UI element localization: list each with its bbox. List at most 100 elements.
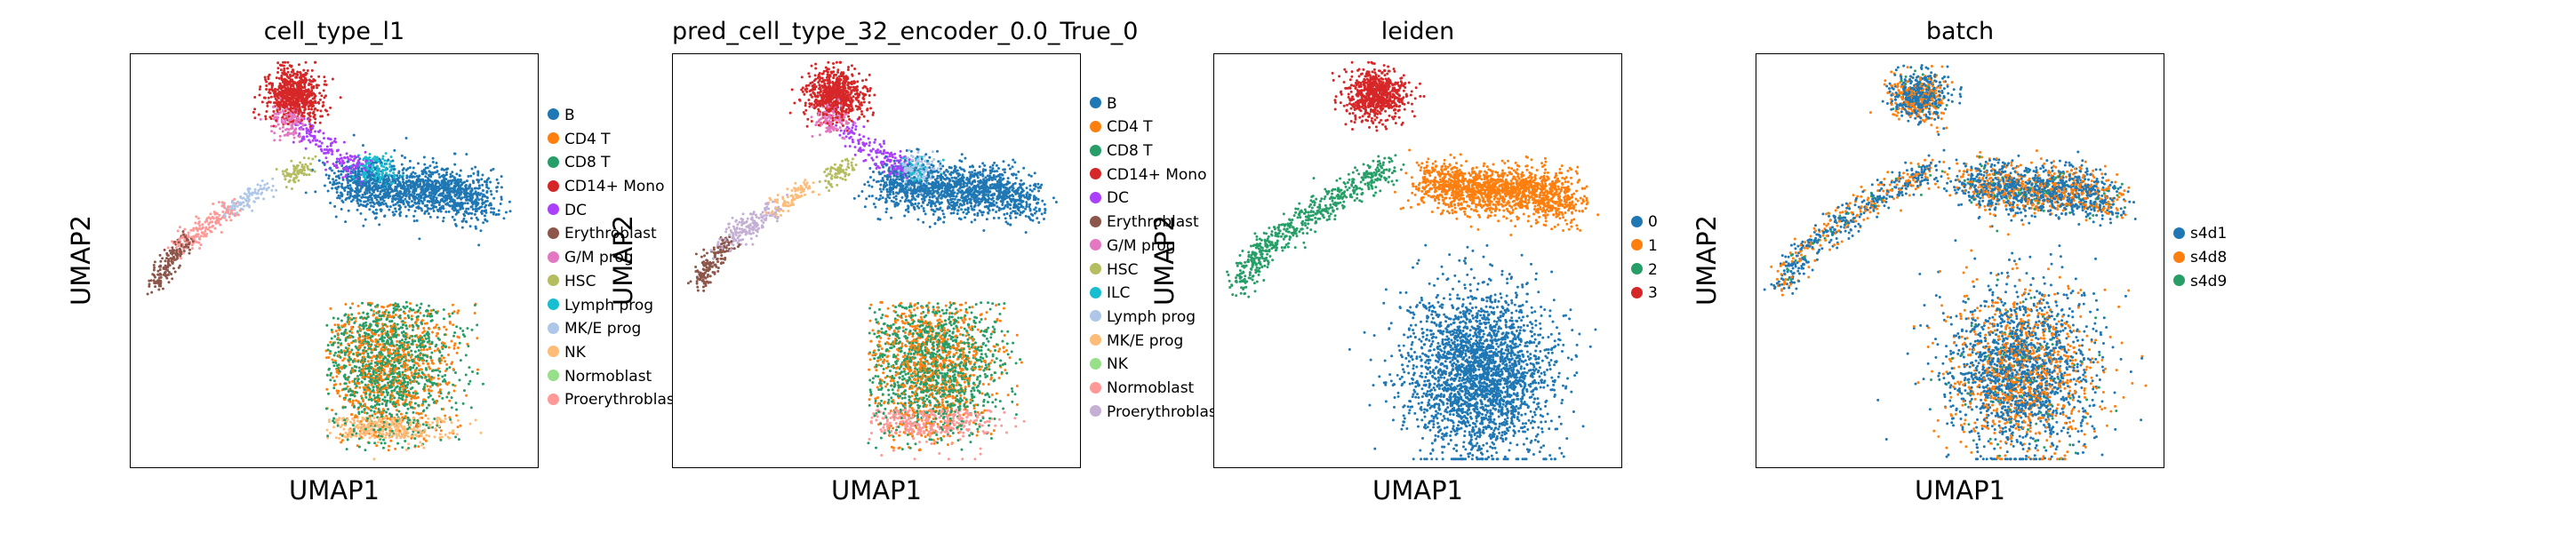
scatter-point	[420, 403, 424, 407]
scatter-point	[232, 202, 236, 205]
scatter-point	[287, 118, 291, 122]
scatter-point	[323, 83, 326, 86]
scatter-point	[436, 377, 440, 380]
scatter-point	[435, 165, 438, 169]
scatter-point	[344, 394, 348, 397]
scatter-point	[341, 178, 345, 181]
scatter-point	[440, 174, 444, 178]
scatter-point	[343, 398, 347, 402]
scatter-point	[404, 353, 407, 356]
scatter-point	[180, 235, 184, 239]
scatter-point	[409, 306, 412, 310]
scatter-point	[375, 157, 379, 161]
scatter-point	[316, 86, 319, 90]
scatter-point	[292, 68, 294, 72]
scatter-point	[236, 204, 239, 208]
scatter-point	[324, 79, 327, 83]
scatter-point	[390, 418, 394, 421]
scatter-point	[384, 166, 388, 170]
scatter-point	[422, 446, 426, 449]
scatter-point	[364, 402, 367, 406]
scatter-point	[387, 378, 390, 381]
scatter-point	[404, 434, 408, 437]
scatter-point	[281, 130, 284, 133]
scatter-point	[484, 203, 488, 207]
scatter-point	[391, 178, 395, 181]
scatter-point	[353, 434, 356, 437]
scatter-point	[274, 124, 277, 128]
scatter-point	[421, 331, 425, 335]
scatter-point	[375, 201, 379, 204]
scatter-point	[382, 346, 386, 349]
scatter-point	[209, 212, 212, 216]
scatter-point	[340, 342, 343, 346]
scatter-point	[419, 368, 422, 371]
scatter-point	[153, 266, 156, 269]
scatter-point	[253, 96, 257, 99]
scatter-point	[415, 193, 419, 196]
scatter-point	[359, 394, 363, 398]
scatter-point	[415, 304, 419, 307]
scatter-point	[449, 175, 452, 179]
scatter-point	[453, 384, 457, 387]
scatter-point	[336, 196, 340, 200]
scatter-point	[428, 392, 431, 395]
scatter-point	[444, 194, 447, 197]
scatter-point	[324, 349, 328, 353]
scatter-point	[377, 334, 380, 338]
scatter-point	[337, 170, 340, 173]
scatter-point	[419, 342, 422, 346]
scatter-point	[299, 161, 302, 164]
scatter-point	[320, 141, 324, 145]
scatter-point	[412, 181, 416, 185]
scatter-point	[356, 304, 360, 307]
scatter-point	[267, 77, 270, 81]
scatter-point	[413, 185, 417, 188]
scatter-point	[423, 330, 427, 333]
scatter-point	[314, 143, 317, 147]
scatter-point	[351, 368, 355, 371]
scatter-point	[157, 288, 161, 291]
scatter-point	[468, 195, 471, 198]
scatter-point	[294, 76, 298, 79]
scatter-point	[328, 352, 332, 355]
scatter-point	[431, 426, 435, 429]
scatter-point	[437, 338, 441, 341]
scatter-point	[257, 196, 260, 200]
scatter-point	[281, 125, 284, 129]
scatter-point	[441, 396, 444, 400]
scatter-point	[439, 429, 443, 433]
scatter-point	[465, 195, 468, 199]
scatter-point	[311, 124, 315, 128]
scatter-point	[452, 219, 456, 221]
scatter-point	[329, 138, 332, 141]
scatter-point	[370, 343, 373, 346]
scatter-point	[437, 203, 441, 206]
scatter-point	[284, 186, 288, 189]
scatter-point	[344, 387, 348, 391]
scatter-point	[380, 426, 384, 429]
scatter-point	[443, 333, 446, 337]
scatter-point	[340, 348, 343, 352]
scatter-point	[326, 344, 330, 347]
scatter-point	[432, 401, 436, 404]
scatter-point	[404, 300, 408, 304]
scatter-point	[428, 215, 432, 219]
scatter-point	[270, 188, 274, 192]
scatter-point	[186, 238, 189, 242]
scatter-point	[412, 406, 416, 410]
scatter-point	[424, 414, 428, 418]
scatter-point	[271, 177, 275, 180]
scatter-point	[341, 176, 345, 179]
scatter-point	[445, 191, 449, 195]
scatter-point	[234, 213, 237, 217]
scatter-point	[448, 366, 452, 370]
scatter-point	[353, 322, 356, 324]
scatter-point	[484, 211, 488, 214]
scatter-point	[272, 105, 275, 108]
scatter-point	[352, 429, 356, 433]
scatter-point	[341, 359, 345, 362]
scatter-point	[457, 438, 460, 442]
scatter-point	[443, 420, 446, 424]
scatter-point	[422, 339, 426, 343]
